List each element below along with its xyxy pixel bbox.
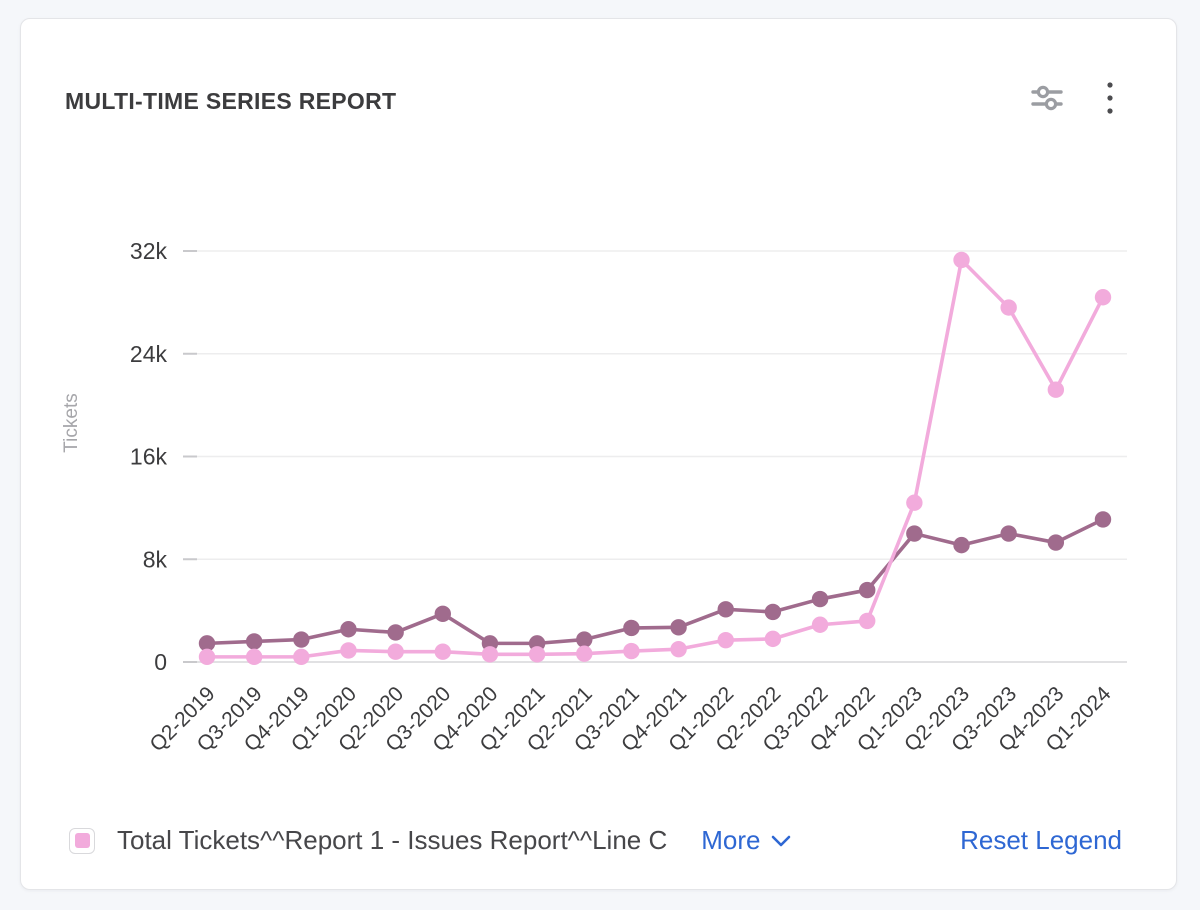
chart-settings-button[interactable] (1026, 78, 1068, 118)
y-axis-labels: 0 8k 16k 24k 32k (130, 238, 168, 675)
x-axis-labels: Q2-2019Q3-2019Q4-2019Q1-2020Q2-2020Q3-20… (145, 682, 1115, 756)
chart-legend: Total Tickets^^Report 1 - Issues Report^… (69, 825, 1122, 856)
series-line-0 (198, 251, 1112, 666)
legend-more-button[interactable]: More (701, 825, 790, 856)
svg-text:8k: 8k (143, 546, 168, 572)
y-axis-ticks (183, 250, 197, 663)
sliders-icon (1031, 85, 1063, 111)
svg-text:16k: 16k (130, 444, 168, 470)
header-actions (1026, 77, 1118, 119)
card-header: MULTI-TIME SERIES REPORT (21, 19, 1176, 119)
kebab-menu-icon (1107, 82, 1113, 114)
legend-more-label: More (701, 825, 761, 855)
legend-swatch (74, 833, 90, 848)
more-options-menu-button[interactable] (1102, 77, 1118, 119)
legend-label: Total Tickets^^Report 1 - Issues Report^… (117, 825, 668, 855)
svg-text:32k: 32k (130, 238, 168, 264)
svg-text:24k: 24k (130, 341, 168, 367)
svg-text:0: 0 (154, 649, 167, 675)
reset-legend-button[interactable]: Reset Legend (960, 825, 1122, 855)
y-axis-title: Tickets (61, 393, 82, 452)
legend-item-total-tickets[interactable]: Total Tickets^^Report 1 - Issues Report^… (69, 825, 667, 856)
chevron-down-icon (771, 835, 790, 846)
line-chart[interactable]: 0 8k 16k 24k 32k Tickets Q2-2019 Q3-2019 Q4-2019… (21, 179, 1178, 819)
series-line-1 (198, 511, 1112, 652)
legend-swatch-box (69, 827, 95, 854)
report-card: MULTI-TIME SERIES REPORT 0 8k 16k 24k 32k T (20, 18, 1177, 890)
report-title: MULTI-TIME SERIES REPORT (65, 87, 397, 114)
grid-lines (184, 250, 1127, 663)
